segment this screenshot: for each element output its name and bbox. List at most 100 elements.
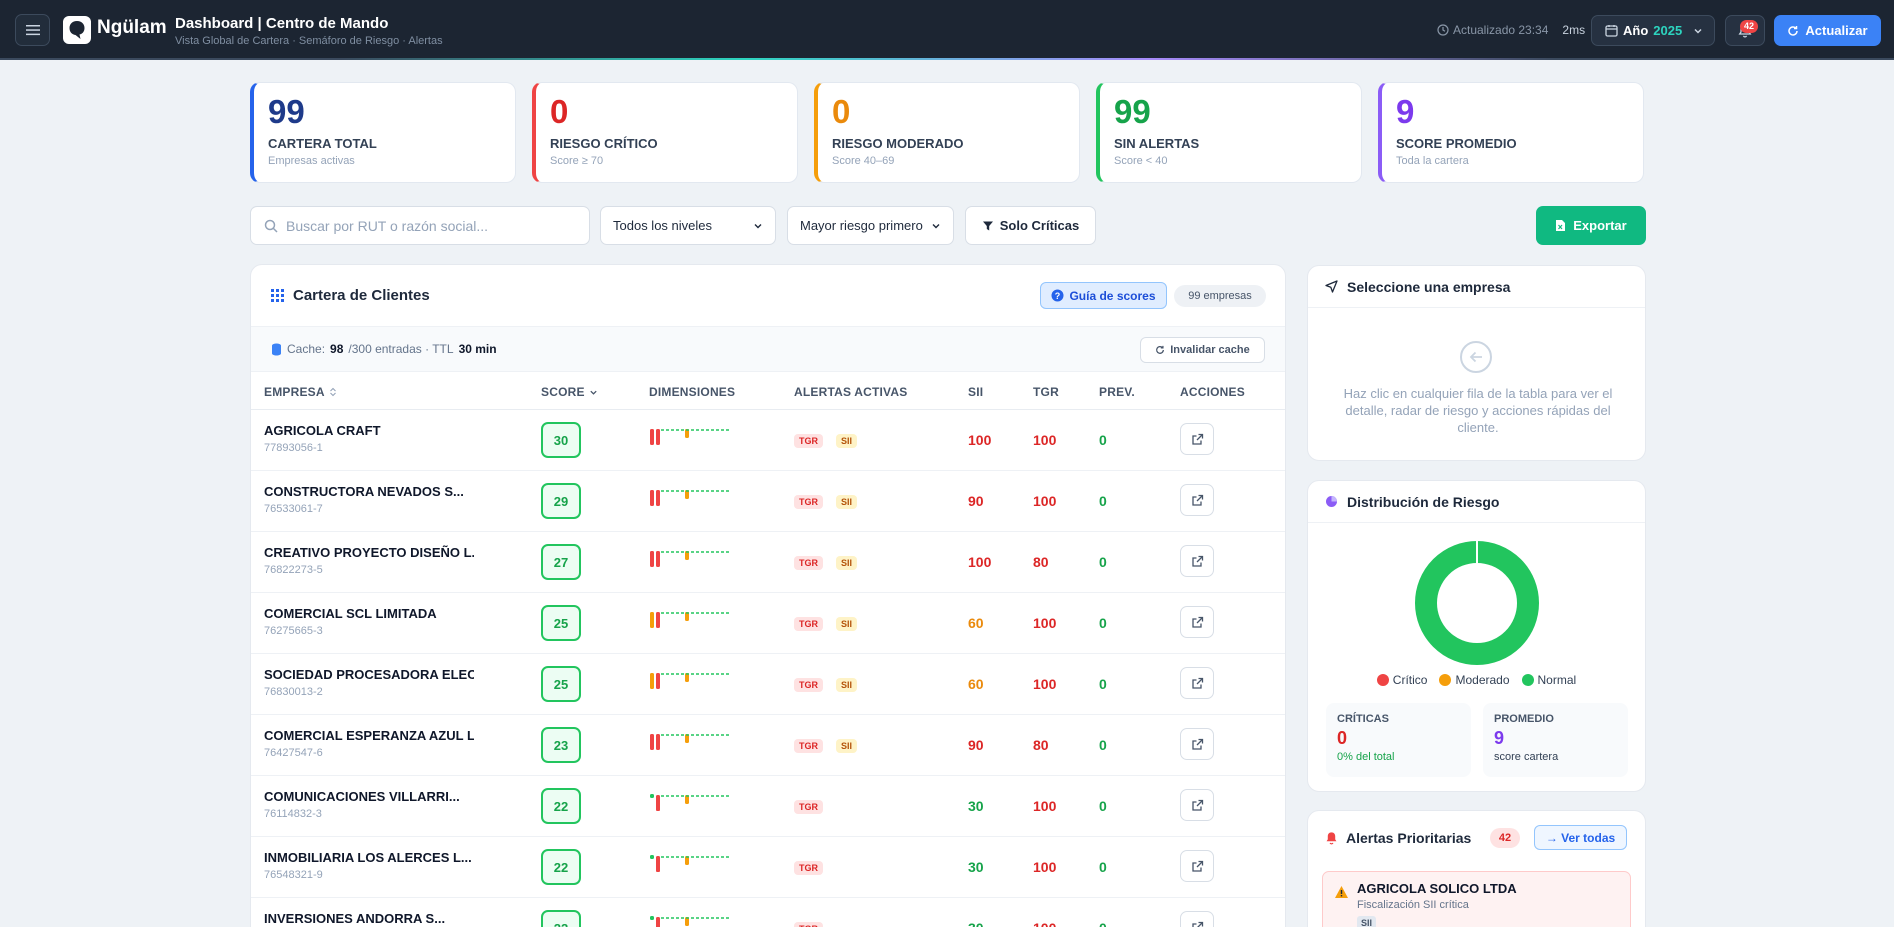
- table-row[interactable]: COMUNICACIONES VILLARRI... 76114832-3 22…: [251, 776, 1285, 837]
- year-selector[interactable]: Año 2025: [1591, 15, 1715, 46]
- chevron-down-icon: [1694, 28, 1702, 34]
- kpi-label: Score Promedio: [1396, 136, 1517, 151]
- page-subtitle: Vista Global de Cartera · Semáforo de Ri…: [175, 35, 443, 47]
- open-detail-button[interactable]: [1180, 545, 1214, 577]
- alert-item[interactable]: AGRICOLA SOLICO LTDA Fiscalización SII c…: [1322, 871, 1631, 927]
- level-select[interactable]: Todos los niveles: [600, 206, 776, 245]
- chevron-down-icon: [932, 223, 940, 228]
- bell-icon: [1326, 832, 1337, 845]
- open-detail-button[interactable]: [1180, 911, 1214, 927]
- external-link-icon: [1191, 921, 1203, 927]
- table-row[interactable]: SOCIEDAD PROCESADORA ELECT... 76830013-2…: [251, 654, 1285, 715]
- view-all-alerts-button[interactable]: → Ver todas: [1534, 825, 1627, 850]
- score-guide-label: Guía de scores: [1069, 288, 1156, 303]
- table-row[interactable]: INVERSIONES ANDORRA S... 76312208-4 22 T…: [251, 898, 1285, 927]
- score-badge: 22: [541, 788, 581, 824]
- alerts-title: Alertas Prioritarias: [1346, 830, 1472, 846]
- search-input[interactable]: [286, 217, 576, 234]
- company-name: SOCIEDAD PROCESADORA ELECT...: [264, 667, 474, 682]
- donut-legend: Crítico Moderado Normal: [1308, 673, 1645, 687]
- company-rut: 76830013-2: [264, 686, 323, 698]
- dimension-bar: [685, 795, 689, 804]
- open-detail-button[interactable]: [1180, 667, 1214, 699]
- legend-normal: Normal: [1521, 673, 1576, 687]
- col-score-label: SCORE: [541, 385, 585, 399]
- detail-title: Seleccione una empresa: [1347, 278, 1511, 295]
- sii-value: 90: [968, 493, 984, 509]
- distribution-title: Distribución de Riesgo: [1347, 493, 1500, 510]
- invalidate-cache-button[interactable]: Invalidar cache: [1140, 337, 1265, 363]
- dimension-bar: [656, 859, 660, 872]
- sii-value: 30: [968, 859, 984, 875]
- tgr-value: 100: [1033, 798, 1057, 814]
- company-name: AGRICOLA CRAFT: [264, 423, 381, 438]
- alert-tag-tgr: TGR: [794, 739, 823, 753]
- refresh-button[interactable]: Actualizar: [1774, 15, 1881, 46]
- tgr-value: 80: [1033, 737, 1049, 753]
- external-link-icon: [1191, 433, 1203, 445]
- open-detail-button[interactable]: [1180, 789, 1214, 821]
- level-select-value: Todos los niveles: [613, 218, 712, 233]
- year-label: Año: [1623, 23, 1649, 38]
- solo-criticas-button[interactable]: Solo Críticas: [965, 206, 1096, 245]
- table-row[interactable]: COMERCIAL SCL LIMITADA 76275665-3 25 TGR…: [251, 593, 1285, 654]
- cache-used: 98: [330, 342, 344, 356]
- open-detail-button[interactable]: [1180, 423, 1214, 455]
- kpi-sub: Score ≥ 70: [550, 155, 604, 167]
- sort-select[interactable]: Mayor riesgo primero: [787, 206, 954, 245]
- table-row[interactable]: INMOBILIARIA LOS ALERCES L... 76548321-9…: [251, 837, 1285, 898]
- open-detail-button[interactable]: [1180, 606, 1214, 638]
- table-row[interactable]: AGRICOLA CRAFT 77893056-1 30 TGR SII 100 …: [251, 410, 1285, 471]
- col-score[interactable]: SCORE: [541, 385, 598, 399]
- tgr-value: 100: [1033, 859, 1057, 875]
- open-detail-button[interactable]: [1180, 484, 1214, 516]
- kpi-value: 9: [1396, 93, 1415, 130]
- alert-description: Fiscalización SII crítica: [1357, 899, 1469, 911]
- logo-icon: [63, 16, 91, 44]
- search-box[interactable]: [250, 206, 590, 245]
- dimension-bars: [650, 612, 731, 628]
- company-name: COMUNICACIONES VILLARRI...: [264, 789, 460, 804]
- export-button[interactable]: Exportar: [1536, 206, 1646, 245]
- table-row[interactable]: CONSTRUCTORA NEVADOS S... 76533061-7 29 …: [251, 471, 1285, 532]
- alert-tag-sii: SII: [836, 678, 858, 692]
- dimension-bars: [650, 916, 731, 927]
- external-link-icon: [1191, 860, 1203, 872]
- cache-info-bar: Cache: 98 /300 entradas · TTL 30 min: [251, 327, 1285, 372]
- prev-value: 0: [1099, 554, 1107, 570]
- hamburger-icon: [25, 25, 40, 36]
- calendar-icon: [1605, 25, 1618, 37]
- dimension-bar: [685, 673, 689, 682]
- kpi-label: Riesgo Crítico: [550, 136, 658, 151]
- table-row[interactable]: COMERCIAL ESPERANZA AZUL L... 76427547-6…: [251, 715, 1285, 776]
- dimension-bar: [685, 551, 689, 560]
- open-detail-button[interactable]: [1180, 850, 1214, 882]
- external-link-icon: [1191, 799, 1203, 811]
- kpi-sub: Score < 40: [1114, 155, 1168, 167]
- dimension-bars: [650, 429, 731, 445]
- promedio-stat: PROMEDIO 9 score cartera: [1483, 703, 1628, 777]
- promedio-stat-label: PROMEDIO: [1494, 713, 1554, 725]
- alert-tag-tgr: TGR: [794, 434, 823, 448]
- sii-value: 30: [968, 798, 984, 814]
- cache-label: Cache:: [287, 342, 326, 356]
- dimension-bar: [656, 429, 660, 445]
- dimension-bar: [656, 551, 660, 567]
- table-row[interactable]: CREATIVO PROYECTO DISEÑO L... 76822273-5…: [251, 532, 1285, 593]
- score-guide-button[interactable]: ? Guía de scores: [1040, 282, 1167, 309]
- col-empresa[interactable]: EMPRESA: [264, 385, 337, 399]
- menu-button[interactable]: [15, 14, 50, 46]
- alerts-count-badge: 42: [1490, 828, 1520, 848]
- company-detail-panel: Seleccione una empresa Haz clic en cualq…: [1307, 265, 1646, 461]
- alert-tag-tgr: TGR: [794, 861, 823, 875]
- chevron-down-icon: [590, 390, 597, 395]
- open-detail-button[interactable]: [1180, 728, 1214, 760]
- kpi-label: Riesgo Moderado: [832, 136, 964, 151]
- grid-icon: [271, 289, 284, 302]
- prev-value: 0: [1099, 737, 1107, 753]
- score-badge: 22: [541, 910, 581, 927]
- dimension-bar: [685, 612, 689, 621]
- database-icon: [272, 343, 281, 355]
- arrow-left-circle-icon: [1460, 341, 1492, 373]
- tgr-value: 100: [1033, 920, 1056, 927]
